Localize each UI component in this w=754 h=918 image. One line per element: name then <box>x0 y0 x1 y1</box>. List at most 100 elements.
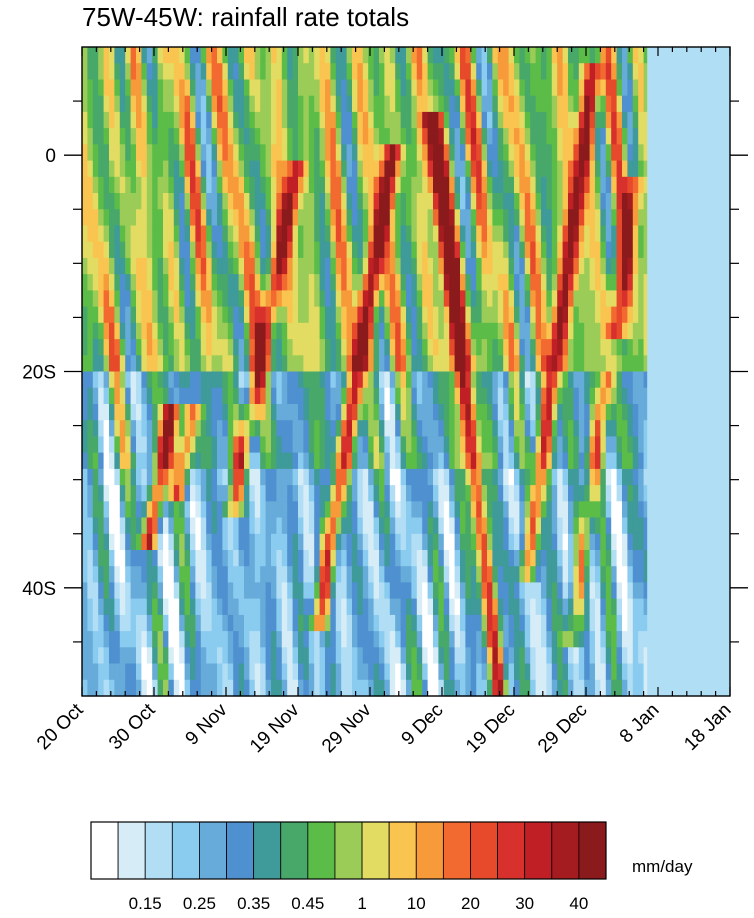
field-cell <box>211 485 218 502</box>
field-cell <box>249 550 256 567</box>
field-cell <box>281 339 288 356</box>
field-cell <box>562 111 569 129</box>
field-cell <box>584 128 591 145</box>
field-cell <box>368 176 375 194</box>
field-cell <box>524 160 531 178</box>
field-cell <box>168 225 175 243</box>
field-cell <box>82 79 88 97</box>
field-cell <box>524 111 531 129</box>
field-cell <box>335 144 342 162</box>
field-cell <box>152 436 159 454</box>
field-cell <box>557 322 564 340</box>
field-cell <box>341 274 348 291</box>
field-cell <box>514 614 520 632</box>
field-cell <box>330 306 337 324</box>
field-cell <box>616 371 623 389</box>
field-cell <box>157 209 164 227</box>
field-cell <box>508 79 515 97</box>
field-cell <box>611 614 618 632</box>
field-cell <box>416 679 423 697</box>
field-cell <box>87 614 94 632</box>
field-cell <box>524 485 531 502</box>
field-cell <box>643 47 650 64</box>
field-cell <box>481 290 488 308</box>
field-cell <box>476 501 483 519</box>
field-cell <box>303 355 310 373</box>
field-cell <box>546 274 553 291</box>
field-cell <box>562 533 569 551</box>
field-cell <box>524 176 531 194</box>
field-cell <box>292 404 299 421</box>
field-cell <box>114 111 121 129</box>
field-cell <box>627 517 634 535</box>
field-cell <box>314 517 321 535</box>
field-cell <box>98 47 105 64</box>
field-cell <box>384 176 391 194</box>
field-cell <box>109 501 115 519</box>
field-cell <box>103 631 110 648</box>
field-cell <box>265 225 272 243</box>
field-cell <box>632 111 639 129</box>
field-cell <box>460 614 466 632</box>
field-cell <box>292 582 299 600</box>
field-cell <box>627 468 634 486</box>
field-cell <box>616 533 623 551</box>
field-cell <box>227 566 234 583</box>
field-cell <box>497 371 504 389</box>
field-cell <box>589 290 596 308</box>
field-cell <box>195 598 202 616</box>
field-cell <box>416 468 423 486</box>
field-cell <box>206 160 213 178</box>
field-cell <box>217 582 223 600</box>
field-cell <box>141 257 148 275</box>
field-cell <box>281 290 288 308</box>
field-cell <box>206 371 213 389</box>
field-cell <box>238 663 245 681</box>
field-cell <box>578 160 585 178</box>
field-cell <box>190 371 196 389</box>
field-cell <box>103 404 110 421</box>
field-cell <box>227 241 234 259</box>
field-cell <box>319 517 326 535</box>
field-cell <box>578 501 585 519</box>
field-cell <box>206 225 213 243</box>
field-cell <box>573 144 580 162</box>
field-cell <box>330 387 337 405</box>
field-cell <box>368 387 375 405</box>
field-cell <box>400 614 407 632</box>
field-cell <box>217 128 223 145</box>
field-cell <box>103 160 110 178</box>
field-cell <box>146 322 153 340</box>
field-cell <box>406 631 412 648</box>
field-cell <box>616 339 623 356</box>
field-cell <box>481 176 488 194</box>
field-cell <box>341 566 348 583</box>
field-cell <box>292 160 299 178</box>
field-cell <box>109 95 115 113</box>
field-cell <box>157 111 164 129</box>
field-cell <box>389 566 396 583</box>
field-cell <box>152 306 159 324</box>
field-cell <box>368 485 375 502</box>
field-cell <box>616 322 623 340</box>
field-cell <box>314 533 321 551</box>
field-cell <box>443 614 450 632</box>
field-cell <box>438 517 445 535</box>
field-cell <box>103 209 110 227</box>
field-cell <box>195 501 202 519</box>
field-cell <box>152 501 159 519</box>
field-cell <box>308 306 315 324</box>
field-cell <box>416 241 423 259</box>
field-cell <box>179 274 186 291</box>
field-cell <box>454 631 461 648</box>
field-cell <box>276 290 283 308</box>
field-cell <box>535 209 542 227</box>
field-cell <box>125 566 132 583</box>
field-cell <box>303 663 310 681</box>
field-cell <box>616 631 623 648</box>
field-cell <box>406 501 412 519</box>
field-cell <box>584 404 591 421</box>
field-cell <box>87 111 94 129</box>
field-cell <box>427 176 434 194</box>
field-cell <box>217 257 223 275</box>
